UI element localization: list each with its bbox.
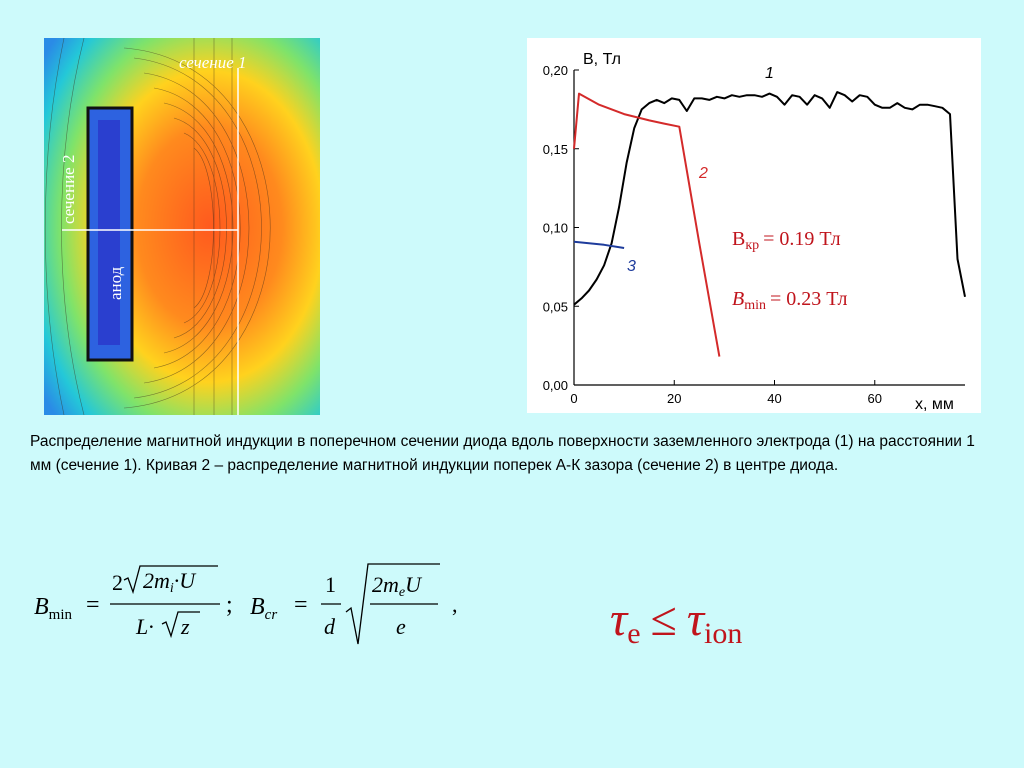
chart-ticks: 0,00 0,05 0,10 0,15 0,20 0 20 40 60 bbox=[543, 63, 882, 406]
series-line-2 bbox=[573, 92, 721, 357]
magnetic-field-map: сечение 1 сечение 2 анод bbox=[44, 38, 320, 415]
x-axis-label: x, мм bbox=[915, 396, 954, 413]
bmin-num-rad: 2mi·U bbox=[143, 568, 197, 596]
x-tick-label: 40 bbox=[767, 391, 781, 406]
chart-background bbox=[527, 38, 981, 413]
bmin-lhs-subscript: min bbox=[49, 607, 73, 623]
bkr-symbol: B bbox=[732, 228, 745, 250]
bcr-frac-den: d bbox=[324, 614, 336, 639]
bkr-annotation: Bкр = 0.19 Тл bbox=[732, 228, 841, 253]
curve-3-label: 3 bbox=[627, 258, 636, 275]
bmin-lhs-symbol: B bbox=[34, 594, 49, 620]
bmin-equals: = bbox=[86, 592, 100, 618]
bcr-rad-num-rest: U bbox=[405, 572, 423, 597]
bcr-rad-num-main: 2m bbox=[372, 572, 399, 597]
bmin-subscript: min bbox=[744, 298, 766, 313]
bmin-num-coef: 2 bbox=[112, 570, 123, 595]
series-line-1 bbox=[573, 91, 966, 306]
anode-core bbox=[98, 120, 120, 345]
bmin-den: L· bbox=[135, 614, 154, 639]
section-2-label: сечение 2 bbox=[59, 155, 78, 224]
bmin-num-radical bbox=[123, 565, 218, 595]
curve-1-label: 1 bbox=[765, 65, 774, 82]
bkr-value: = 0.19 Тл bbox=[763, 228, 841, 250]
x-tick-label: 0 bbox=[570, 391, 577, 406]
bmin-symbol: B bbox=[732, 288, 744, 310]
bmin-separator: ; bbox=[226, 592, 233, 618]
y-axis-label: B, Тл bbox=[583, 51, 621, 68]
bcr-lhs-subscript: cr bbox=[265, 607, 278, 623]
tau-lhs-sub: e bbox=[627, 617, 640, 650]
bcr-rad-den: e bbox=[396, 614, 406, 639]
bcr-rad-num: 2meU bbox=[372, 572, 423, 600]
chart-series bbox=[573, 91, 966, 357]
y-tick-label: 0,20 bbox=[543, 63, 568, 78]
magnetic-induction-chart: 0,000,050,100,150,200 20 40 60 B, Тл x, мм … bbox=[527, 38, 981, 413]
bcr-frac-num: 1 bbox=[325, 572, 336, 597]
figure-caption: Распределение магнитной индукции в попер… bbox=[30, 433, 975, 474]
x-tick-label: 20 bbox=[667, 391, 681, 406]
formulas: Bmin = 2 2mi·U L· z ; Bcr = 1 d 2meU e , bbox=[34, 563, 458, 645]
bcr-radical bbox=[345, 563, 440, 645]
bmin-num-rad-main: 2m bbox=[143, 568, 170, 593]
x-tick-label: 60 bbox=[868, 391, 882, 406]
bmin-num-rad-sub: i bbox=[170, 581, 174, 596]
tau-operator: ≤ bbox=[651, 593, 677, 646]
tau-rhs: τ bbox=[687, 593, 706, 646]
bmin-num-rad-rest: ·U bbox=[174, 568, 198, 593]
y-tick-label: 0,10 bbox=[543, 221, 568, 236]
bcr-equals: = bbox=[294, 592, 308, 618]
bcr-end: , bbox=[452, 592, 458, 617]
y-tick-label: 0,05 bbox=[543, 299, 568, 314]
tau-rhs-sub: ion bbox=[704, 617, 742, 650]
bmin-den-rad: z bbox=[180, 614, 190, 639]
curve-2-label: 2 bbox=[698, 165, 708, 182]
y-tick-label: 0,00 bbox=[543, 378, 568, 393]
bkr-subscript: кр bbox=[745, 238, 759, 253]
tau-lhs: τ bbox=[610, 593, 629, 646]
bmin-lhs: Bmin bbox=[34, 594, 73, 623]
bcr-rad-num-sub: e bbox=[399, 585, 405, 600]
tau-expression: τe ≤ τion bbox=[610, 593, 742, 650]
bmin-value: = 0.23 Тл bbox=[770, 288, 848, 310]
anode-label: анод bbox=[106, 266, 125, 300]
bcr-lhs-symbol: B bbox=[250, 594, 265, 620]
series-line-3 bbox=[573, 240, 625, 249]
bmin-annotation: Bmin = 0.23 Тл bbox=[732, 288, 848, 313]
bcr-lhs: Bcr bbox=[250, 594, 277, 623]
tau-inequality: τe ≤ τion bbox=[610, 593, 742, 650]
section-1-label: сечение 1 bbox=[179, 53, 247, 72]
field-lines bbox=[44, 38, 271, 415]
field-map-heat bbox=[44, 38, 320, 415]
bmin-den-radical bbox=[161, 611, 200, 639]
y-tick-label: 0,15 bbox=[543, 142, 568, 157]
